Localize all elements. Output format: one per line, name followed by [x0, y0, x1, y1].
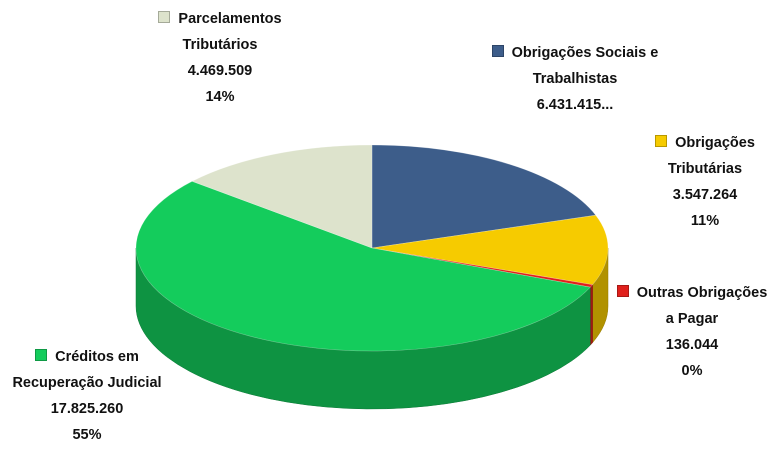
- data-label: Parcelamentos Tributários 4.469.509 14%: [140, 6, 300, 110]
- legend-marker: [35, 349, 48, 361]
- value-label: 136.044: [665, 337, 719, 353]
- value-label: 4.469.509: [187, 63, 253, 79]
- slice-side: [590, 283, 593, 346]
- slice-side: [135, 247, 591, 410]
- value-label: 17.825.260: [50, 401, 124, 417]
- value-label: 3.547.264: [672, 187, 738, 203]
- slice: [371, 144, 597, 249]
- category-label: Obrigações Tributárias: [667, 135, 755, 177]
- legend-entry: Outras Obrigações a Pagar: [612, 280, 772, 332]
- slice: [371, 247, 594, 288]
- percent-label: 14%: [205, 89, 235, 105]
- legend-entry: Parcelamentos Tributários: [140, 6, 300, 58]
- slice: [191, 144, 373, 249]
- legend-marker: [616, 285, 629, 297]
- value-label: 6.431.415...: [536, 97, 614, 113]
- legend-marker: [655, 135, 668, 147]
- slice: [135, 180, 591, 352]
- percent-label: 11%: [690, 213, 720, 229]
- legend-entry: Obrigações Tributárias: [630, 130, 778, 182]
- slice: [371, 214, 609, 285]
- category-label: Outras Obrigações a Pagar: [636, 285, 768, 327]
- data-label: Obrigações Sociais e Trabalhistas 6.431.4…: [470, 40, 680, 118]
- percent-label: 0%: [681, 363, 703, 379]
- category-label: Parcelamentos Tributários: [178, 11, 282, 53]
- legend-entry: Obrigações Sociais e Trabalhistas: [470, 40, 680, 92]
- category-label: Obrigações Sociais e Trabalhistas: [511, 45, 659, 87]
- data-label: Créditos em Recuperação Judicial 17.825.2…: [2, 344, 172, 448]
- data-label: Outras Obrigações a Pagar 136.044 0%: [612, 280, 772, 384]
- legend-marker: [158, 11, 171, 23]
- data-label: Obrigações Tributárias 3.547.264 11%: [630, 130, 778, 234]
- category-label: Créditos em Recuperação Judicial: [12, 349, 162, 391]
- legend-marker: [491, 45, 504, 57]
- legend-entry: Créditos em Recuperação Judicial: [2, 344, 172, 396]
- percent-label: 55%: [72, 427, 102, 443]
